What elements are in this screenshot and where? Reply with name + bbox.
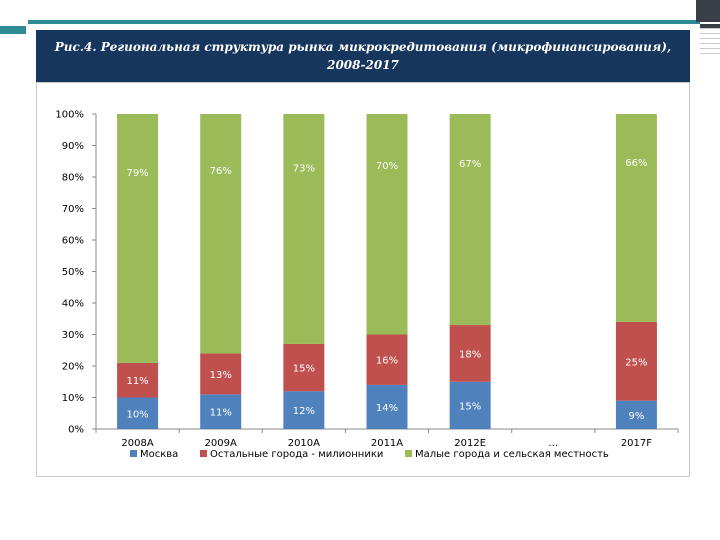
accent-bar xyxy=(28,20,700,24)
x-tick-label: 2009A xyxy=(205,438,237,449)
data-label: 18% xyxy=(459,349,481,360)
bar-segment xyxy=(449,381,491,429)
y-tick-label: 100% xyxy=(55,110,84,121)
bar-segment xyxy=(117,362,159,398)
data-label: 70% xyxy=(376,161,398,172)
y-tick-label: 20% xyxy=(62,362,84,373)
data-label: 9% xyxy=(628,411,644,422)
y-tick-label: 70% xyxy=(62,204,84,215)
data-label: 67% xyxy=(459,159,481,170)
data-label: 66% xyxy=(625,158,647,169)
y-tick-label: 50% xyxy=(62,267,84,278)
corner-strip xyxy=(700,24,720,28)
bar-segment xyxy=(615,400,657,429)
accent-tab xyxy=(0,26,26,34)
data-label: 15% xyxy=(459,401,481,412)
data-label: 76% xyxy=(210,166,232,177)
legend-swatch xyxy=(405,450,412,457)
data-label: 79% xyxy=(126,168,148,179)
bar-segment xyxy=(117,397,159,429)
y-tick-label: 90% xyxy=(62,141,84,152)
data-label: 14% xyxy=(376,403,398,414)
corner-lines xyxy=(700,28,720,58)
x-tick-label: 2012E xyxy=(454,438,486,449)
x-tick-label: 2011A xyxy=(371,438,403,449)
legend-swatch xyxy=(130,450,137,457)
bar-segment xyxy=(283,114,325,344)
legend-label: Остальные города - милионники xyxy=(210,449,383,460)
bar-segment xyxy=(200,353,242,395)
chart-title-line2: 2008-2017 xyxy=(327,58,399,72)
corner-block xyxy=(696,0,720,22)
bar-segment xyxy=(449,325,491,382)
data-label: 15% xyxy=(293,364,315,375)
bar-segment xyxy=(615,114,657,322)
y-tick-label: 40% xyxy=(62,299,84,310)
legend-swatch xyxy=(200,450,207,457)
data-label: 11% xyxy=(210,408,232,419)
y-tick-label: 80% xyxy=(62,173,84,184)
data-label: 10% xyxy=(126,409,148,420)
data-label: 16% xyxy=(376,356,398,367)
bar-segment xyxy=(366,384,408,429)
y-tick-label: 60% xyxy=(62,236,84,247)
chart-title-banner: Рис.4. Региональная структура рынка микр… xyxy=(36,30,690,82)
bar-segment xyxy=(283,391,325,429)
bar-segment xyxy=(200,114,242,354)
data-label: 11% xyxy=(126,376,148,387)
x-tick-label: … xyxy=(548,438,558,449)
bar-segment xyxy=(615,321,657,401)
x-tick-label: 2008A xyxy=(121,438,153,449)
legend-label: Москва xyxy=(140,449,178,460)
bar-segment xyxy=(449,114,491,326)
bar-segment xyxy=(366,114,408,335)
y-tick-label: 30% xyxy=(62,330,84,341)
x-tick-label: 2010A xyxy=(288,438,320,449)
data-label: 13% xyxy=(210,370,232,381)
y-tick-label: 0% xyxy=(68,425,84,436)
data-label: 73% xyxy=(293,163,315,174)
legend-label: Малые города и сельская местность xyxy=(415,449,609,460)
y-tick-label: 10% xyxy=(62,393,84,404)
chart-title-line1: Рис.4. Региональная структура рынка микр… xyxy=(54,40,672,54)
top-strip xyxy=(0,0,720,22)
bar-segment xyxy=(200,394,242,429)
data-label: 25% xyxy=(625,357,647,368)
data-label: 12% xyxy=(293,406,315,417)
x-tick-label: 2017F xyxy=(621,438,652,449)
bar-segment xyxy=(283,343,325,392)
bar-segment xyxy=(117,114,159,363)
bar-segment xyxy=(366,334,408,385)
